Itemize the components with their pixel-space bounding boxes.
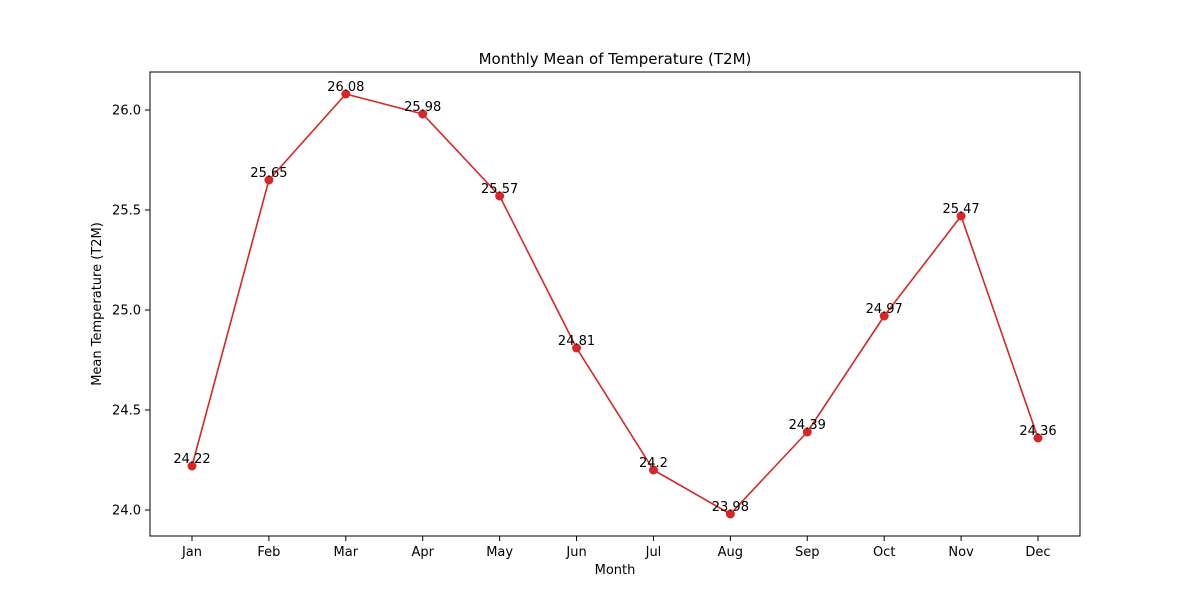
y-tick-label: 25.0 — [112, 304, 141, 319]
x-tick-label: Dec — [1025, 545, 1050, 560]
y-tick-label: 25.5 — [112, 204, 141, 219]
data-point — [1033, 433, 1043, 443]
data-point — [956, 211, 966, 221]
y-tick-label: 24.0 — [112, 504, 141, 519]
data-point — [725, 509, 735, 519]
data-point — [495, 191, 505, 201]
x-tick-label: Apr — [411, 545, 434, 560]
y-tick-label: 26.0 — [112, 104, 141, 119]
plot-frame — [149, 71, 1081, 537]
data-point — [264, 175, 274, 185]
y-tick-label: 24.5 — [112, 404, 141, 419]
data-label: 24.2 — [639, 456, 668, 471]
x-tick-label: Aug — [718, 545, 743, 560]
data-label: 25.57 — [481, 182, 518, 197]
data-point — [648, 465, 658, 475]
x-tick-label: Mar — [334, 545, 359, 560]
plot-area: Jan Feb Mar Apr May Jun Jul Aug Sep Oct Nov Dec 24.0… — [112, 80, 1057, 560]
data-label: 24.22 — [173, 452, 210, 467]
x-tick-label: Nov — [948, 545, 974, 560]
data-point — [418, 109, 428, 119]
data-label: 24.39 — [789, 418, 826, 433]
data-label: 24.81 — [558, 334, 595, 349]
data-point — [341, 89, 351, 99]
x-tick-label: Oct — [873, 545, 895, 560]
x-tick-label: Sep — [795, 545, 820, 560]
data-label: 26.08 — [327, 80, 364, 95]
data-label: 25.98 — [404, 100, 441, 115]
series-line — [191, 93, 1039, 515]
x-tick-label: Jan — [181, 545, 202, 560]
x-tick-label: Jun — [565, 545, 586, 560]
data-label: 24.97 — [866, 302, 903, 317]
data-point — [572, 343, 582, 353]
data-label: 23.98 — [712, 500, 749, 515]
data-point — [187, 461, 197, 471]
x-tick-label: Feb — [257, 545, 280, 560]
x-axis-label: Month — [595, 563, 636, 578]
data-label: 25.65 — [250, 166, 287, 181]
data-label: 24.36 — [1019, 424, 1056, 439]
data-label: 25.47 — [942, 202, 979, 217]
x-tick-label: May — [486, 545, 513, 560]
x-tick-label: Jul — [645, 545, 662, 560]
data-point — [802, 427, 812, 437]
y-axis-label: Mean Temperature (T2M) — [90, 222, 105, 386]
data-point — [879, 311, 889, 321]
chart-title: Monthly Mean of Temperature (T2M) — [479, 50, 752, 68]
